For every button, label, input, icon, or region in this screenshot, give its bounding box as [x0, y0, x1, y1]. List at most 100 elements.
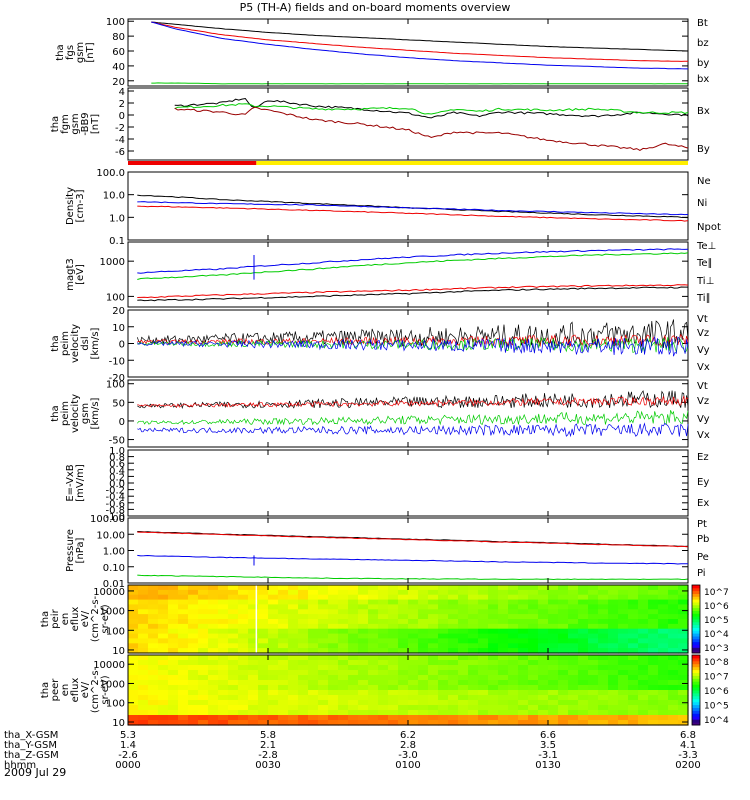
spectrogram-cell: [508, 700, 519, 706]
spectrogram-cell: [198, 700, 209, 706]
spectrogram-cell: [408, 628, 419, 635]
spectrogram-cell: [128, 594, 139, 601]
y-tick-label: 0.4: [109, 466, 125, 477]
spectrogram-cell: [578, 715, 589, 721]
spectrogram-cell: [168, 715, 179, 721]
spectrogram-cell: [268, 589, 279, 596]
spectrogram-cell: [368, 660, 379, 666]
spectrogram-cell: [138, 660, 149, 666]
spectrogram-cell: [468, 648, 479, 654]
spectrogram-cell: [318, 599, 329, 606]
spectrogram-cell: [388, 619, 399, 625]
spectrogram-cell: [178, 720, 189, 726]
spectrogram-cell: [518, 710, 529, 716]
legend-label-Vx: Vx: [697, 362, 710, 373]
spectrogram-cell: [588, 665, 599, 671]
spectrogram-cell: [428, 628, 439, 635]
spectrogram-cell: [358, 705, 369, 711]
spectrogram-cell: [368, 604, 379, 610]
spectrogram-cell: [288, 633, 299, 640]
spectrogram-cell: [478, 695, 489, 701]
spectrogram-cell: [158, 715, 169, 721]
spectrogram-cell: [158, 700, 169, 706]
spectrogram-cell: [518, 643, 529, 649]
spectrogram-cell: [498, 638, 509, 644]
spectrogram-cell: [558, 680, 569, 686]
spectrogram-cell: [158, 685, 169, 691]
spectrogram-cell: [568, 655, 579, 661]
colorbar-tick-label: 10^5: [704, 616, 729, 626]
spectrogram-cell: [158, 665, 169, 671]
spectrogram-cell: [408, 638, 419, 644]
spectrogram-cell: [678, 670, 689, 676]
spectrogram-cell: [588, 670, 599, 676]
spectrogram-cell: [458, 690, 469, 696]
spectrogram-cell: [618, 638, 629, 644]
spectrogram-cell: [288, 710, 299, 716]
spectrogram-cell: [598, 619, 609, 625]
spectrogram-cell: [668, 594, 679, 601]
spectrogram-cell: [178, 705, 189, 711]
spectrogram-cell: [268, 599, 279, 606]
colorbar-cell: [692, 678, 700, 682]
legend-label-Vz: Vz: [697, 328, 709, 339]
spectrogram-cell: [128, 690, 139, 696]
spectrogram-cell: [398, 670, 409, 676]
spectrogram-cell: [138, 705, 149, 711]
spectrogram-cell: [668, 623, 679, 630]
y-axis-label: sr-eV): [100, 675, 111, 704]
spectrogram-cell: [248, 680, 259, 686]
spectrogram-cell: [478, 614, 489, 620]
spectrogram-cell: [128, 655, 139, 661]
spectrogram-cell: [178, 700, 189, 706]
spectrogram-cell: [638, 685, 649, 691]
y-tick-label: -10: [109, 356, 125, 367]
spectrogram-cell: [568, 633, 579, 640]
spectrogram-cell: [538, 633, 549, 640]
spectrogram-cell: [368, 720, 379, 726]
spectrogram-cell: [128, 705, 139, 711]
spectrogram-cell: [648, 690, 659, 696]
spectrogram-cell: [298, 589, 309, 596]
spectrogram-cell: [148, 690, 159, 696]
spectrogram-cell: [368, 638, 379, 644]
spectrogram-cell: [198, 680, 209, 686]
spectrogram-cell: [508, 648, 519, 654]
spectrogram-cell: [238, 690, 249, 696]
spectrogram-cell: [468, 628, 479, 635]
spectrogram-cell: [588, 648, 599, 654]
spectrogram-cell: [258, 695, 269, 701]
spectrogram-cell: [358, 643, 369, 649]
spectrogram-cell: [268, 638, 279, 644]
spectrogram-cell: [128, 633, 139, 640]
spectrogram-cell: [658, 585, 669, 591]
spectrogram-cell: [658, 628, 669, 635]
spectrogram-cell: [678, 585, 689, 591]
spectrogram-cell: [598, 720, 609, 726]
spectrogram-cell: [588, 599, 599, 606]
spectrogram-cell: [628, 675, 639, 681]
spectrogram-cell: [678, 675, 689, 681]
spectrogram-cell: [268, 690, 279, 696]
x-axis-value: -3.0: [398, 750, 418, 761]
spectrogram-cell: [638, 715, 649, 721]
spectrogram-cell: [518, 623, 529, 630]
spectrogram-cell: [268, 633, 279, 640]
y-tick-label: 0: [119, 111, 125, 122]
spectrogram-cell: [348, 614, 359, 620]
spectrogram-cell: [568, 604, 579, 610]
spectrogram-cell: [188, 594, 199, 601]
spectrogram-cell: [278, 628, 289, 635]
spectrogram-cell: [478, 604, 489, 610]
colorbar-cell: [692, 707, 700, 711]
spectrogram-cell: [598, 589, 609, 596]
spectrogram-cell: [468, 660, 479, 666]
x-axis-row-label: hhmm: [4, 760, 36, 771]
spectrogram-cell: [368, 665, 379, 671]
spectrogram-cell: [158, 710, 169, 716]
legend-label-Vy: Vy: [697, 345, 710, 356]
series-line-Ni: [137, 194, 689, 219]
spectrogram-cell: [328, 715, 339, 721]
spectrogram-cell: [638, 655, 649, 661]
